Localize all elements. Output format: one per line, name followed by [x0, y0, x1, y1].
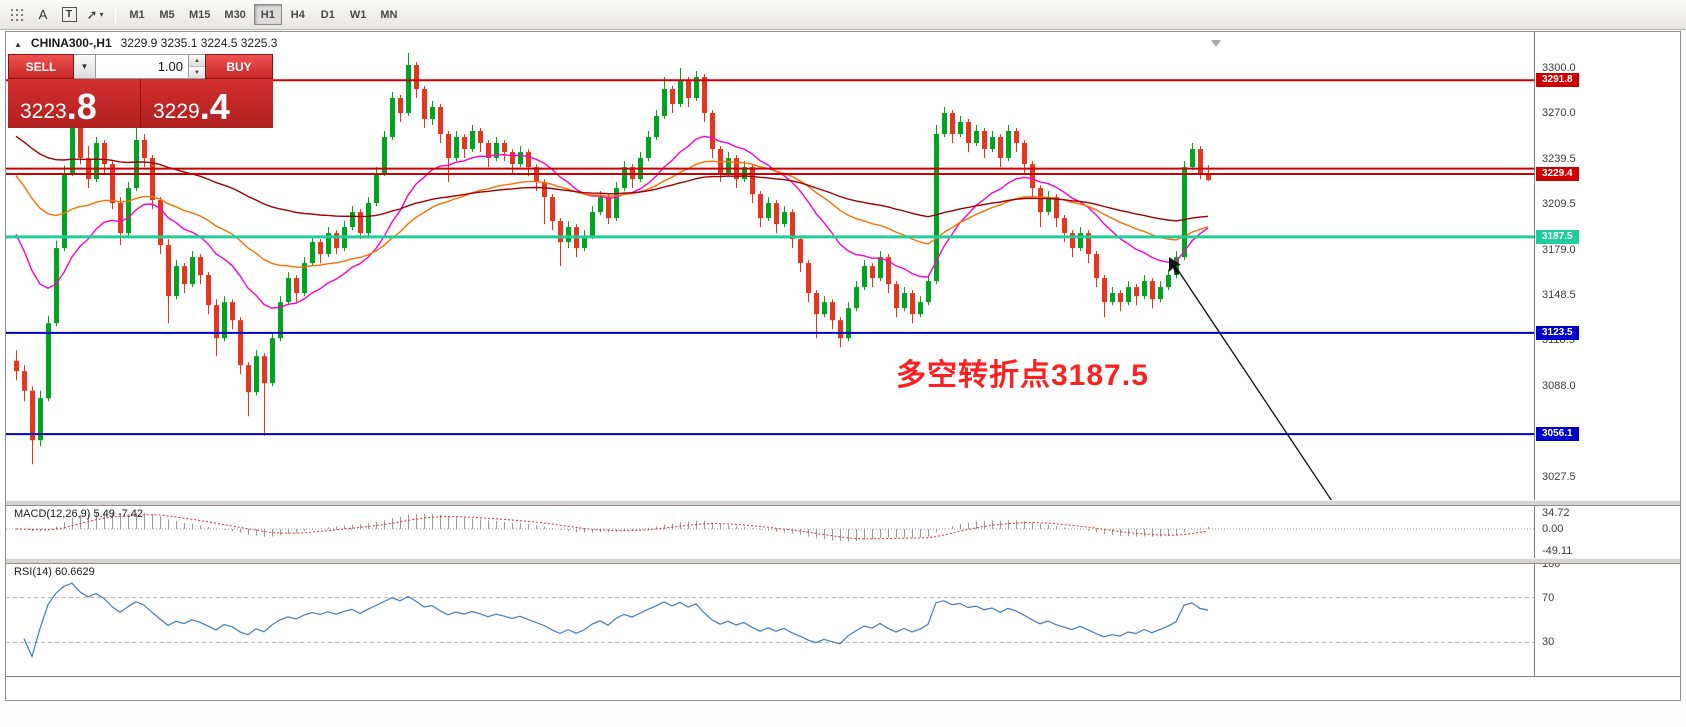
rsi-axis-tick: 30: [1542, 636, 1555, 649]
rsi-panel-canvas[interactable]: [6, 564, 1534, 676]
macd-axis-tick: 34.72: [1542, 507, 1570, 520]
timeframe-button-m15[interactable]: M15: [189, 8, 211, 21]
macd-signal-value: -7.42: [117, 508, 144, 520]
panel-splitter[interactable]: [6, 558, 1680, 564]
rsi-axis-tick: 70: [1542, 591, 1555, 604]
timeframe-button-h1[interactable]: H1: [253, 4, 282, 25]
time-axis[interactable]: [6, 676, 1680, 700]
line-studies-toolbar: A T ➚ ▾: [4, 4, 108, 26]
trade-prices-row: 3223 .8 3229 .4: [8, 79, 273, 128]
rsi-label: RSI(14) 60.6629: [14, 566, 95, 578]
sell-price-display[interactable]: 3223 .8: [8, 79, 141, 128]
macd-label: MACD(12,26,9) 5.49 -7.42: [14, 508, 143, 520]
macd-axis-tick: -49.11: [1542, 545, 1573, 558]
dots-grid-glyph: [11, 8, 23, 21]
buy-price-main: 3229: [153, 99, 200, 123]
chart-shift-marker[interactable]: [1211, 40, 1221, 47]
price-axis-tick: 3027.5: [1542, 471, 1576, 484]
price-axis-tick: 3270.0: [1542, 107, 1576, 120]
chart-header: ▲ CHINA300-,H1 3229.9 3235.1 3224.5 3225…: [14, 36, 277, 50]
price-axis-tick: 3148.5: [1542, 289, 1576, 302]
timeframe-button-m1[interactable]: M1: [129, 8, 145, 21]
price-badge-3187.5: 3187.5: [1536, 229, 1579, 244]
top-toolbar: A T ➚ ▾ M1 M5 M15 M30 H1 H4 D1 W1 MN: [0, 0, 1686, 30]
volume-increase-button[interactable]: ▲: [189, 55, 205, 67]
buy-price-display[interactable]: 3229 .4: [141, 79, 273, 128]
macd-panel-canvas[interactable]: [6, 506, 1534, 558]
label-tool-icon[interactable]: T: [56, 4, 82, 26]
timeframe-button-m30[interactable]: M30: [224, 8, 246, 21]
symbol-title: CHINA300-,H1: [30, 36, 112, 50]
sell-price-main: 3223: [20, 99, 67, 123]
macd-name: MACD(12,26,9): [14, 508, 91, 520]
volume-stepper: ▲ ▼: [189, 54, 205, 79]
trade-controls-row: SELL ▼ 1.00 ▲ ▼ BUY: [8, 54, 273, 79]
sell-price-frac: .8: [66, 86, 97, 128]
rsi-value: 60.6629: [54, 566, 95, 578]
price-badge-3123.5: 3123.5: [1536, 325, 1579, 340]
sell-button[interactable]: SELL: [8, 54, 74, 79]
price-axis-tick: 3209.5: [1542, 197, 1576, 210]
toolbar-separator: [115, 4, 116, 25]
panel-splitter[interactable]: [6, 500, 1680, 506]
price-axis[interactable]: 3300.0 3270.0 3239.5 3209.5 3179.0 3148.5 3118…: [1534, 32, 1680, 676]
ohlc-values: 3229.9 3235.1 3224.5 3225.3: [120, 36, 278, 50]
timeframe-button-mn[interactable]: MN: [380, 8, 398, 21]
buy-price-frac: .4: [199, 86, 230, 128]
arrows-tool-button[interactable]: ➚ ▾: [82, 4, 108, 26]
chart-window: ▲ CHINA300-,H1 3229.9 3235.1 3224.5 3225…: [5, 31, 1681, 701]
price-axis-tick: 3239.5: [1542, 152, 1576, 165]
chevron-down-icon: ▼: [80, 62, 89, 71]
price-axis-tick: 3088.0: [1542, 380, 1576, 393]
chart-text-annotation[interactable]: 多空转折点3187.5: [896, 359, 1149, 392]
chevron-down-icon: ▾: [99, 10, 104, 19]
macd-main-value: 5.49: [93, 508, 115, 520]
grid-dots-icon[interactable]: [4, 4, 30, 26]
rsi-name: RSI(14): [14, 566, 52, 578]
volume-input[interactable]: 1.00: [96, 54, 189, 79]
mouse-cursor: [1169, 257, 1332, 500]
one-click-toggle-icon[interactable]: ▲: [14, 40, 22, 49]
timeframe-button-m5[interactable]: M5: [159, 8, 175, 21]
volume-dropdown-button[interactable]: ▼: [74, 54, 96, 79]
text-tool-icon[interactable]: A: [38, 7, 48, 22]
timeframe-button-d1[interactable]: D1: [320, 8, 335, 21]
macd-axis-tick: 0.00: [1542, 523, 1564, 535]
price-axis-tick: 3300.0: [1542, 62, 1576, 74]
volume-decrease-button[interactable]: ▼: [189, 67, 205, 78]
price-badge-3229.4: 3229.4: [1536, 166, 1579, 181]
arrow-glyph-icon: ➚: [86, 6, 98, 22]
timeframe-button-w1[interactable]: W1: [349, 8, 367, 21]
price-chart-canvas[interactable]: [6, 32, 1534, 500]
timeframes-toolbar: M1 M5 M15 M30 H1 H4 D1 W1 MN: [123, 4, 405, 25]
label-tool-box: T: [61, 7, 77, 22]
price-axis-tick: 3179.0: [1542, 243, 1576, 256]
price-badge-3056.1: 3056.1: [1536, 427, 1579, 442]
one-click-trading-panel: SELL ▼ 1.00 ▲ ▼ BUY 3223 .8 3229 .4: [8, 54, 273, 128]
buy-button[interactable]: BUY: [205, 54, 273, 79]
price-badge-3291.8: 3291.8: [1536, 73, 1579, 88]
timeframe-button-h4[interactable]: H4: [290, 8, 305, 21]
